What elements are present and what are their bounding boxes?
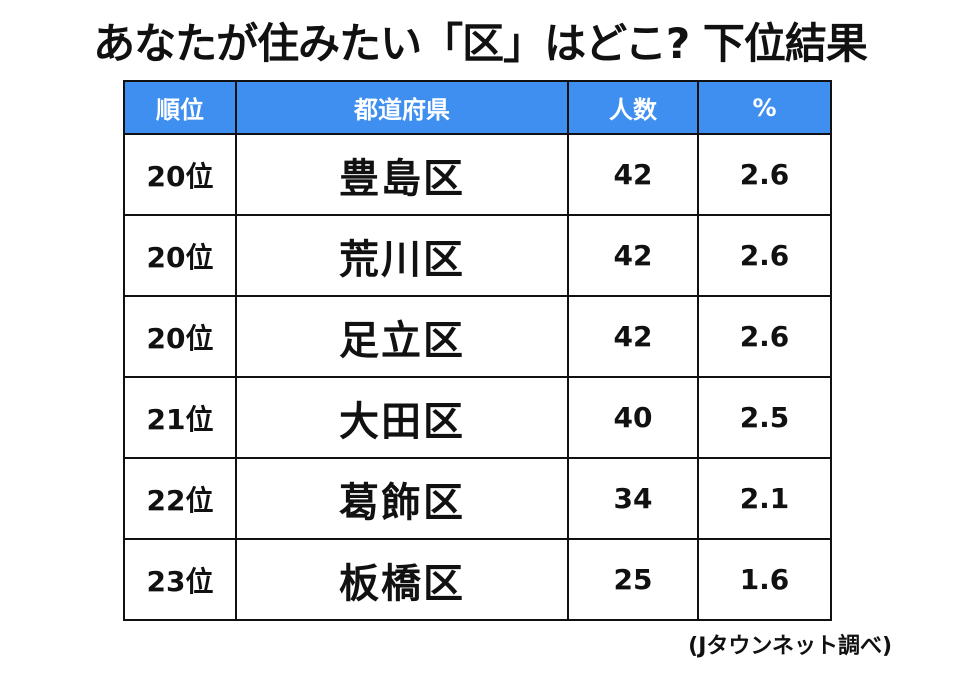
count: 25 bbox=[567, 538, 699, 621]
count: 40 bbox=[567, 376, 699, 459]
source: (Jタウンネット調べ) bbox=[688, 634, 892, 659]
table-row: 20位 荒川区 42 2.6 bbox=[123, 214, 832, 297]
rank: 21位 bbox=[123, 376, 237, 459]
table-row: 20位 足立区 42 2.6 bbox=[123, 295, 832, 378]
column-header: 人数 bbox=[567, 80, 699, 135]
percent: 2.6 bbox=[697, 133, 832, 216]
count: 34 bbox=[567, 457, 699, 540]
header-row: 順位 都道府県 人数% bbox=[123, 80, 832, 135]
rank: 20位 bbox=[123, 295, 237, 378]
column-header: 順位 bbox=[123, 80, 237, 135]
percent: 2.1 bbox=[697, 457, 832, 540]
column-header: 都道府県 bbox=[235, 80, 569, 135]
rank: 22位 bbox=[123, 457, 237, 540]
column-header: % bbox=[697, 80, 832, 135]
ward: 足立区 bbox=[235, 295, 569, 378]
count: 42 bbox=[567, 295, 699, 378]
count: 42 bbox=[567, 133, 699, 216]
percent: 2.6 bbox=[697, 214, 832, 297]
ranking-table: 順位 都道府県 人数% 20位 豊島区 42 2.6 20位 荒川区 42 2.6 20位 足立区 42… bbox=[123, 80, 832, 621]
table-row: 22位 葛飾区 34 2.1 bbox=[123, 457, 832, 540]
count: 42 bbox=[567, 214, 699, 297]
table-row: 21位 大田区 40 2.5 bbox=[123, 376, 832, 459]
ward: 荒川区 bbox=[235, 214, 569, 297]
percent: 2.6 bbox=[697, 295, 832, 378]
rank: 20位 bbox=[123, 133, 237, 216]
table-row: 20位 豊島区 42 2.6 bbox=[123, 133, 832, 216]
percent: 1.6 bbox=[697, 538, 832, 621]
table-row: 23位 板橋区 25 1.6 bbox=[123, 538, 832, 621]
title: あなたが住みたい「区」はどこ? 下位結果 bbox=[93, 19, 868, 68]
ward: 葛飾区 bbox=[235, 457, 569, 540]
ward: 大田区 bbox=[235, 376, 569, 459]
table-body: 20位 豊島区 42 2.6 20位 荒川区 42 2.6 20位 足立区 42 2.6 21位 大田区 4… bbox=[123, 133, 832, 621]
ward: 板橋区 bbox=[235, 538, 569, 621]
ward: 豊島区 bbox=[235, 133, 569, 216]
rank: 23位 bbox=[123, 538, 237, 621]
rank: 20位 bbox=[123, 214, 237, 297]
percent: 2.5 bbox=[697, 376, 832, 459]
